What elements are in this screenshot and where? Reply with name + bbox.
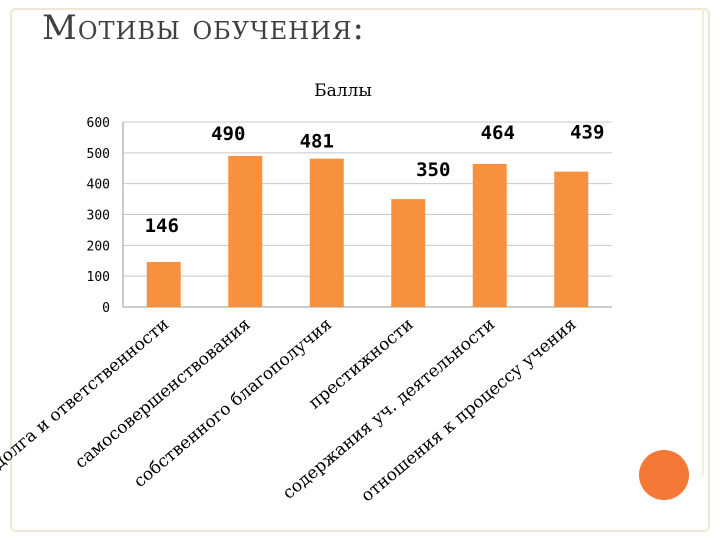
y-tick-label: 200 <box>87 239 110 254</box>
y-tick-label: 100 <box>87 270 110 285</box>
data-label: 439 <box>570 122 604 144</box>
y-tick-label: 0 <box>102 301 110 316</box>
bar <box>309 158 344 307</box>
data-label: 464 <box>481 122 515 144</box>
y-tick-label: 600 <box>87 116 110 131</box>
chart-title: Баллы <box>314 81 372 101</box>
bar <box>228 155 263 307</box>
slide-title: Мотивы обучения: <box>42 8 365 48</box>
bar <box>472 163 507 307</box>
y-tick-label: 400 <box>87 178 110 193</box>
y-tick-label: 500 <box>87 147 110 162</box>
bar <box>391 199 426 307</box>
slide-frame <box>10 8 710 532</box>
data-label: 146 <box>145 215 179 237</box>
decorative-line <box>702 8 704 476</box>
bar <box>146 261 181 307</box>
data-label: 481 <box>300 131 334 153</box>
data-label: 490 <box>211 123 245 145</box>
y-tick-label: 300 <box>87 209 110 224</box>
bar <box>554 171 589 307</box>
decorative-dot <box>639 450 689 500</box>
data-label: 350 <box>416 159 450 181</box>
